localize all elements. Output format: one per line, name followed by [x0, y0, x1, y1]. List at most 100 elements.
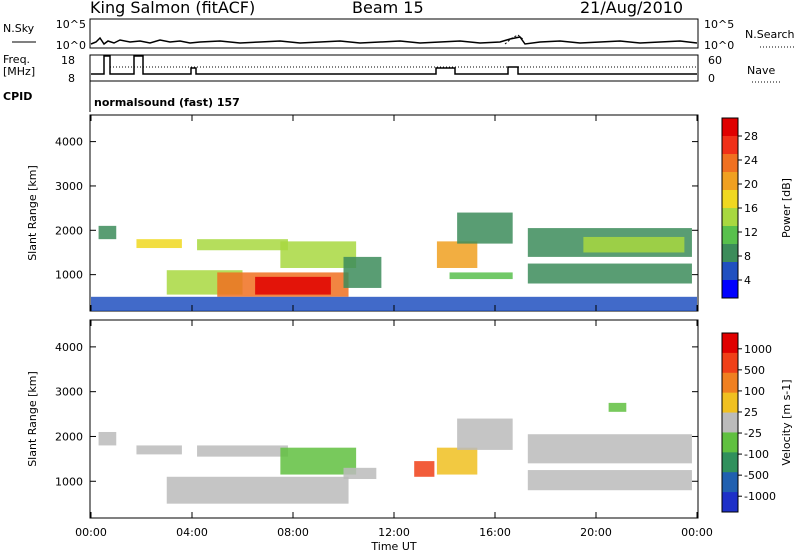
colorbar-segment	[722, 452, 738, 473]
colorbar-tick-label: 20	[744, 178, 758, 191]
scatter-region	[255, 276, 331, 295]
colorbar-tick-label: 25	[744, 406, 758, 419]
scatter-region	[166, 476, 349, 504]
x-axis-label: Time UT	[370, 540, 416, 553]
colorbar-segment	[722, 280, 738, 299]
scatter-region	[527, 263, 692, 284]
colorbar-label: Velocity [m s-1]	[780, 379, 793, 465]
colorbar-tick-label: 8	[744, 250, 751, 263]
scatter-region	[343, 467, 377, 480]
colorbar-tick-label: -500	[744, 469, 769, 482]
colorbar-tick-label: 24	[744, 154, 758, 167]
x-tick-label: 00:00	[75, 526, 107, 539]
nsearch-tick-top: 10^5	[704, 18, 734, 31]
scatter-region	[527, 470, 692, 491]
x-tick-label: 04:00	[176, 526, 208, 539]
colorbar-tick-label: 16	[744, 202, 758, 215]
colorbar-tick-label: -1000	[744, 490, 776, 503]
scatter-region	[136, 445, 182, 455]
colorbar-segment	[722, 154, 738, 173]
freq-tick-top: 18	[61, 54, 75, 67]
nsky-tick-top: 10^5	[56, 18, 86, 31]
scatter-region	[527, 434, 692, 464]
y-tick-label: 2000	[55, 224, 83, 237]
colorbar-segment	[722, 172, 738, 191]
station-title: King Salmon (fitACF)	[90, 0, 255, 17]
colorbar-segment	[722, 372, 738, 394]
x-tick-label: 12:00	[378, 526, 410, 539]
nsearch-tick-bottom: 10^0	[704, 39, 734, 52]
colorbar-segment	[722, 136, 738, 155]
scatter-region	[457, 418, 513, 450]
x-tick-label: 00:00	[681, 526, 713, 539]
freq-unit: [MHz]	[3, 65, 35, 78]
cpid-row: CPID normalsound (fast) 157	[3, 81, 240, 112]
nsky-panel: N.Sky 10^5 10^0 N.Search 10^5 10^0	[3, 18, 796, 52]
scatter-region	[436, 447, 478, 475]
y-tick-label: 3000	[55, 386, 83, 399]
nsky-label: N.Sky	[3, 22, 35, 35]
power-panel: 4000 3000 2000 1000 Slant Range [km] 28 24 20 16…	[26, 114, 793, 312]
colorbar-segment	[722, 333, 738, 354]
nave-label: Nave	[747, 64, 775, 77]
colorbar-segment	[722, 244, 738, 263]
colorbar-segment	[722, 432, 738, 453]
colorbar-segment	[722, 412, 738, 433]
y-tick-label: 1000	[55, 269, 83, 282]
nave-tick-bottom: 0	[708, 72, 715, 85]
freq-panel: Freq. [MHz] 18 8 Nave 60 0	[3, 53, 780, 85]
scatter-region	[608, 402, 627, 412]
scatter-region	[583, 236, 685, 253]
colorbar-tick-label: -25	[744, 427, 762, 440]
colorbar-segment	[722, 208, 738, 227]
colorbar-tick-label: 4	[744, 274, 751, 287]
scatter-region	[197, 445, 288, 457]
colorbar-segment	[722, 190, 738, 209]
colorbar-segment	[722, 118, 738, 137]
scatter-region	[98, 225, 117, 240]
colorbar-tick-label: 100	[744, 385, 765, 398]
nsky-tick-bottom: 10^0	[56, 39, 86, 52]
date-title: 21/Aug/2010	[580, 0, 683, 17]
nave-tick-top: 60	[708, 54, 722, 67]
nsearch-label: N.Search	[745, 28, 795, 41]
y-tick-label: 4000	[55, 341, 83, 354]
colorbar-tick-label: 500	[744, 364, 765, 377]
freq-trace	[91, 55, 697, 75]
scatter-region	[449, 272, 513, 280]
colorbar-tick-label: 1000	[744, 343, 772, 356]
colorbar-segment	[722, 226, 738, 245]
freq-tick-bottom: 8	[68, 72, 75, 85]
y-tick-label: 4000	[55, 136, 83, 149]
colorbar-tick-label: 12	[744, 226, 758, 239]
colorbar-segment	[722, 472, 738, 493]
velocity-panel: 4000 3000 2000 1000 Slant Range [km] 00:00 04:…	[26, 319, 793, 539]
scatter-region	[457, 212, 513, 244]
colorbar-segment	[722, 492, 738, 513]
colorbar-tick-label: 28	[744, 130, 758, 143]
scatter-region	[343, 256, 382, 288]
scatter-region	[91, 296, 697, 311]
beam-title: Beam 15	[352, 0, 424, 17]
colorbar-label: Power [dB]	[780, 178, 793, 238]
y-tick-label: 1000	[55, 475, 83, 488]
scatter-region	[98, 431, 117, 446]
y-tick-label: 2000	[55, 430, 83, 443]
colorbar-segment	[722, 392, 738, 414]
scatter-region	[197, 239, 288, 251]
scatter-region	[436, 241, 478, 268]
x-tick-label: 16:00	[479, 526, 511, 539]
cpid-text: normalsound (fast) 157	[94, 96, 240, 109]
freq-label: Freq.	[3, 53, 30, 66]
y-tick-label: 3000	[55, 180, 83, 193]
colorbar-segment	[722, 262, 738, 281]
scatter-region	[136, 239, 182, 249]
nsky-trace	[90, 36, 698, 46]
y-axis-label: Slant Range [km]	[26, 371, 39, 467]
x-tick-label: 20:00	[580, 526, 612, 539]
cpid-label: CPID	[3, 90, 32, 103]
nsearch-trace	[504, 34, 525, 45]
x-tick-label: 08:00	[277, 526, 309, 539]
colorbar-frame	[721, 332, 739, 513]
